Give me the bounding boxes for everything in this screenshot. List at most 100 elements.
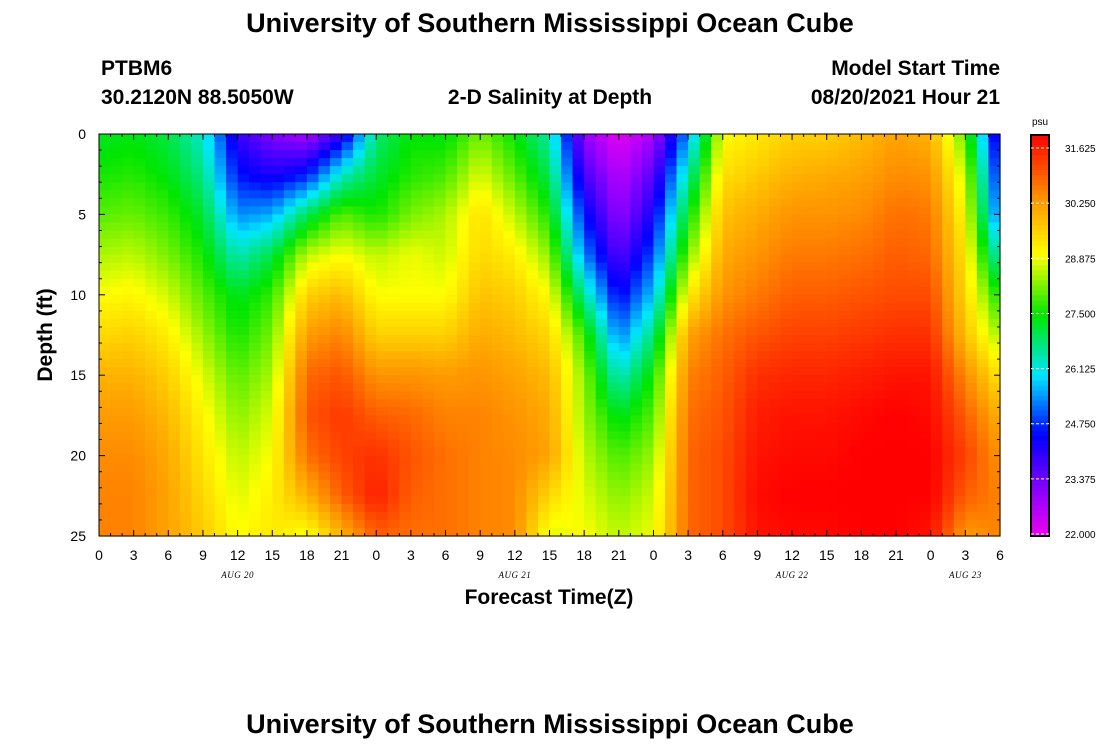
heatmap-cell bbox=[156, 230, 169, 240]
heatmap-cell bbox=[884, 206, 897, 215]
heatmap-cell bbox=[376, 286, 389, 296]
heatmap-cell bbox=[907, 134, 920, 143]
heatmap-cell bbox=[919, 447, 932, 457]
heatmap-cell bbox=[457, 246, 470, 256]
heatmap-cell bbox=[295, 222, 308, 232]
heatmap-cell bbox=[503, 158, 516, 167]
heatmap-cell bbox=[872, 326, 886, 336]
heatmap-cell bbox=[584, 335, 597, 344]
heatmap-cell bbox=[110, 495, 123, 505]
heatmap-cell bbox=[387, 527, 400, 537]
heatmap-cell bbox=[561, 415, 574, 425]
colorbar-segment bbox=[1031, 365, 1049, 372]
heatmap-cell bbox=[884, 270, 897, 280]
heatmap-cell bbox=[896, 206, 909, 215]
heatmap-cell bbox=[306, 286, 320, 296]
heatmap-cell bbox=[768, 206, 782, 215]
heatmap-cell bbox=[537, 198, 551, 207]
heatmap-cell bbox=[202, 150, 216, 159]
x-tick-label: 0 bbox=[95, 547, 103, 563]
heatmap-cell bbox=[757, 238, 770, 248]
heatmap-cell bbox=[953, 335, 966, 344]
heatmap-cell bbox=[584, 206, 597, 215]
heatmap-cell bbox=[145, 335, 158, 344]
heatmap-cell bbox=[722, 246, 735, 256]
heatmap-cell bbox=[145, 455, 158, 465]
heatmap-cell bbox=[919, 214, 932, 224]
heatmap-cell bbox=[480, 335, 493, 344]
heatmap-cell bbox=[433, 134, 447, 143]
heatmap-cell bbox=[330, 310, 343, 320]
heatmap-cell bbox=[792, 495, 805, 505]
heatmap-cell bbox=[792, 415, 805, 425]
heatmap-cell bbox=[364, 302, 377, 312]
heatmap-cell bbox=[156, 222, 169, 232]
heatmap-cell bbox=[133, 238, 146, 248]
heatmap-cell bbox=[976, 302, 990, 312]
heatmap-cell bbox=[838, 270, 851, 280]
heatmap-cell bbox=[353, 142, 366, 151]
heatmap-cell bbox=[757, 487, 770, 497]
heatmap-cell bbox=[191, 198, 204, 207]
heatmap-cell bbox=[283, 318, 296, 328]
heatmap-cell bbox=[353, 431, 366, 441]
heatmap-cell bbox=[930, 439, 943, 449]
heatmap-cell bbox=[861, 471, 874, 481]
heatmap-cell bbox=[976, 415, 990, 425]
heatmap-cell bbox=[676, 351, 689, 360]
heatmap-cell bbox=[376, 198, 389, 207]
heatmap-cell bbox=[838, 158, 851, 167]
heatmap-cell bbox=[399, 359, 412, 368]
heatmap-cell bbox=[480, 495, 493, 505]
heatmap-cell bbox=[445, 230, 458, 240]
heatmap-cell bbox=[618, 503, 631, 513]
heatmap-cell bbox=[849, 367, 862, 376]
heatmap-cell bbox=[468, 431, 481, 441]
heatmap-cell bbox=[537, 391, 551, 400]
heatmap-cell bbox=[283, 214, 296, 224]
heatmap-cell bbox=[422, 351, 435, 360]
heatmap-cell bbox=[734, 431, 747, 441]
heatmap-cell bbox=[734, 310, 747, 320]
heatmap-cell bbox=[872, 447, 886, 457]
heatmap-cell bbox=[433, 495, 447, 505]
heatmap-cell bbox=[803, 182, 816, 191]
heatmap-cell bbox=[514, 326, 527, 336]
heatmap-cell bbox=[919, 174, 932, 183]
heatmap-cell bbox=[872, 463, 886, 473]
heatmap-cell bbox=[699, 375, 712, 384]
model-start-time: 08/20/2021 Hour 21 bbox=[810, 86, 1000, 109]
colorbar-segment bbox=[1031, 360, 1049, 367]
heatmap-cell bbox=[168, 367, 181, 376]
heatmap-cell bbox=[734, 367, 747, 376]
heatmap-cell bbox=[607, 270, 620, 280]
heatmap-cell bbox=[387, 519, 400, 529]
heatmap-cell bbox=[295, 431, 308, 441]
heatmap-cell bbox=[618, 343, 631, 352]
heatmap-cell bbox=[272, 439, 285, 449]
heatmap-cell bbox=[526, 391, 539, 400]
heatmap-cell bbox=[330, 503, 343, 513]
heatmap-cell bbox=[537, 142, 551, 151]
heatmap-cell bbox=[272, 318, 285, 328]
heatmap-cell bbox=[815, 415, 828, 425]
heatmap-cell bbox=[318, 423, 331, 433]
heatmap-cell bbox=[410, 487, 424, 497]
heatmap-cell bbox=[572, 294, 585, 304]
heatmap-cell bbox=[272, 503, 285, 513]
heatmap-cell bbox=[688, 423, 701, 433]
heatmap-cell bbox=[514, 447, 527, 457]
heatmap-cell bbox=[826, 302, 839, 312]
heatmap-cell bbox=[399, 174, 412, 183]
colorbar-segment bbox=[1031, 150, 1049, 156]
heatmap-cell bbox=[387, 471, 400, 481]
heatmap-cell bbox=[641, 166, 655, 175]
heatmap-cell bbox=[815, 262, 828, 272]
heatmap-cell bbox=[849, 415, 862, 425]
heatmap-cell bbox=[295, 294, 308, 304]
heatmap-cell bbox=[549, 158, 562, 167]
heatmap-cell bbox=[976, 166, 990, 175]
heatmap-cell bbox=[145, 463, 158, 473]
heatmap-cell bbox=[815, 463, 828, 473]
